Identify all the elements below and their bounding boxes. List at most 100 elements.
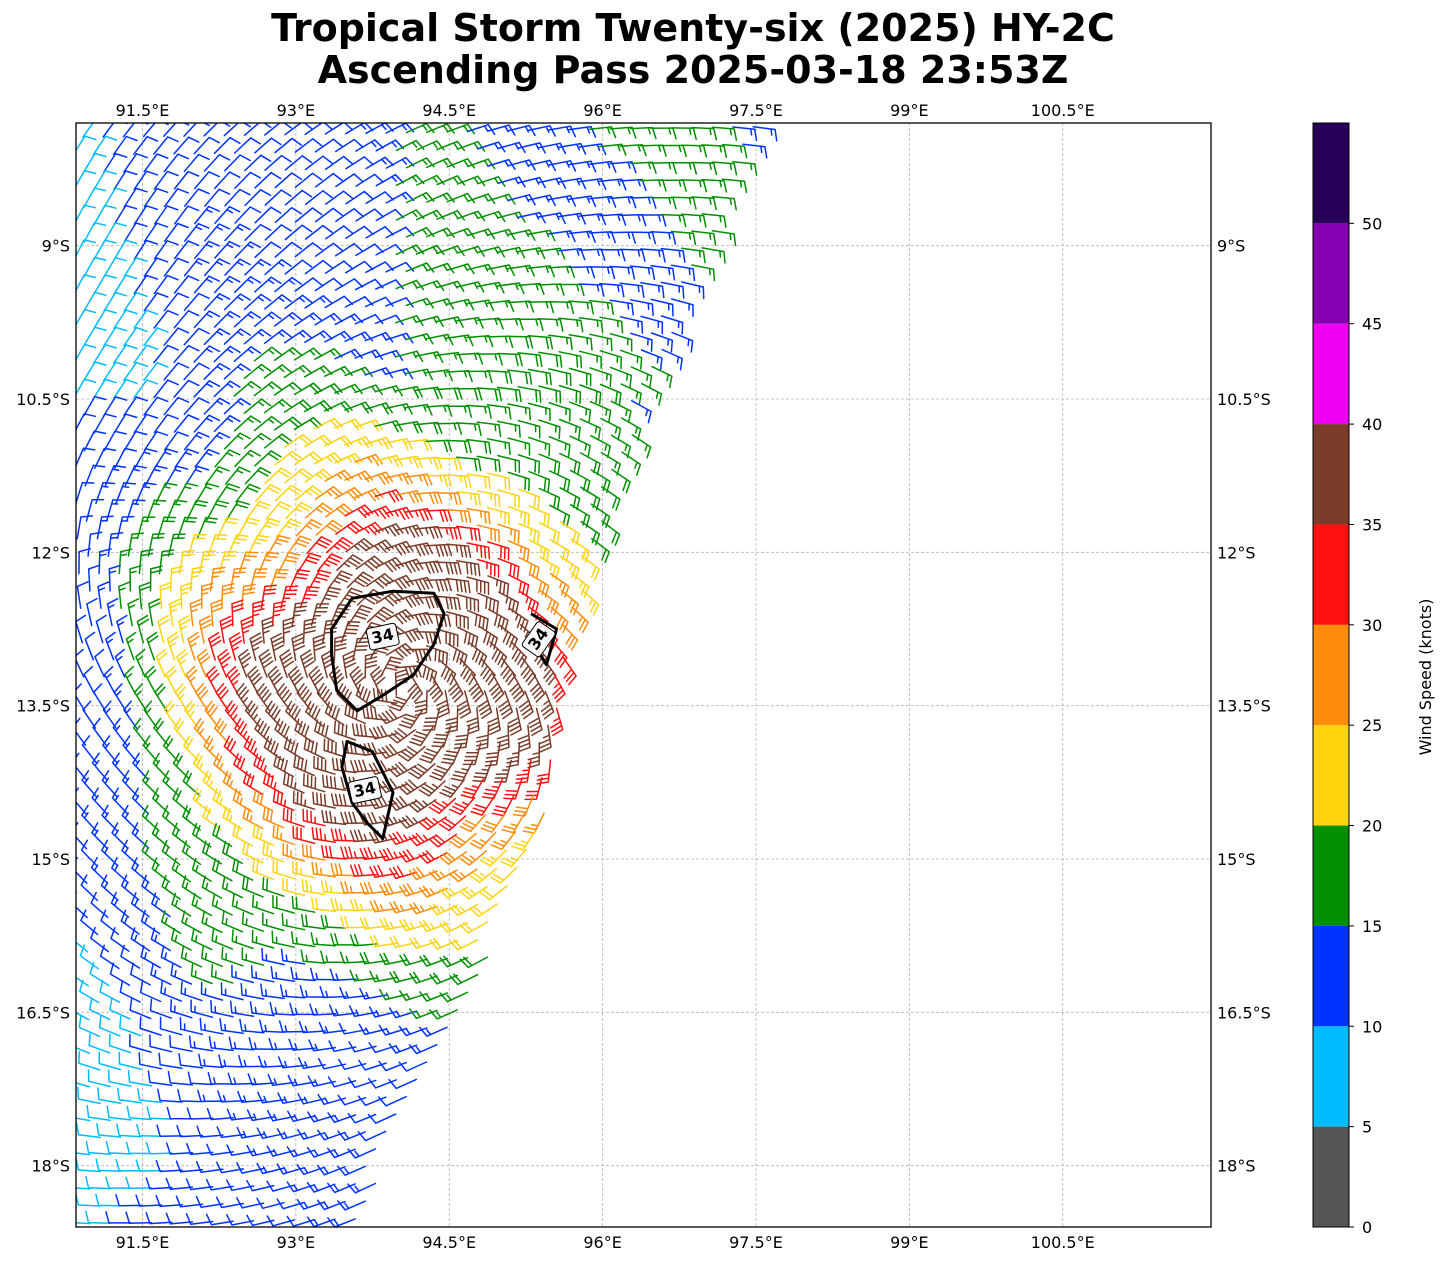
- wind-barb: [301, 843, 326, 861]
- wind-barb: [346, 571, 374, 589]
- wind-barb: [140, 909, 161, 935]
- wind-barb: [304, 295, 333, 309]
- lon-label-bottom: 100.5°E: [1031, 1233, 1095, 1252]
- colorbar-tick-label: 25: [1362, 716, 1382, 735]
- wind-barb: [476, 281, 505, 294]
- wind-barb: [170, 927, 192, 951]
- wind-barb: [153, 205, 179, 225]
- wind-barb: [85, 1140, 112, 1155]
- wind-barb: [340, 846, 367, 859]
- wind-barb: [83, 187, 107, 208]
- wind-barb: [388, 1043, 418, 1054]
- wind-barb: [222, 770, 243, 796]
- wind-barb: [98, 1051, 122, 1071]
- wind-barb: [579, 452, 601, 476]
- wind-barb: [203, 153, 231, 172]
- wind-barb: [123, 257, 148, 278]
- wind-barb: [272, 859, 295, 880]
- wind-barb: [384, 506, 414, 521]
- wind-barb: [182, 805, 201, 831]
- wind-barb: [375, 208, 405, 222]
- wind-barb: [578, 350, 602, 369]
- wind-barb: [187, 533, 207, 557]
- wind-barb: [88, 1033, 111, 1054]
- wind-barb: [641, 382, 663, 406]
- wind-barb: [354, 521, 384, 536]
- wind-barb: [670, 298, 694, 317]
- wind-barb: [125, 1211, 153, 1224]
- wind-barb: [591, 537, 611, 564]
- wind-barb: [426, 192, 455, 203]
- wind-barb: [116, 1123, 142, 1138]
- wind-barb: [292, 790, 316, 810]
- wind-barb: [78, 1015, 101, 1038]
- wind-barb: [721, 178, 748, 194]
- wind-barb: [274, 450, 303, 466]
- wind-barb: [240, 615, 254, 644]
- wind-barb: [184, 465, 210, 486]
- wind-barb: [466, 507, 491, 525]
- contour-label: 34: [352, 778, 378, 801]
- wind-barb: [129, 565, 142, 592]
- wind-barb: [121, 839, 140, 867]
- wind-barb: [235, 683, 250, 712]
- wind-barb: [455, 456, 482, 472]
- colorbar-frame: [1312, 122, 1350, 1228]
- wind-barb: [517, 385, 542, 403]
- wind-barb: [163, 362, 190, 381]
- wind-barb: [405, 123, 435, 134]
- wind-barb: [660, 281, 685, 299]
- wind-barb: [185, 665, 198, 695]
- wind-barb: [462, 742, 482, 766]
- wind-barb: [220, 982, 244, 1001]
- wind-barb: [425, 474, 453, 488]
- wind-barb: [213, 275, 241, 294]
- wind-barb: [315, 519, 343, 536]
- wind-barb: [173, 275, 200, 294]
- wind-barb: [517, 419, 541, 439]
- wind-barb: [599, 248, 626, 262]
- wind-barb: [711, 195, 737, 211]
- wind-barb: [510, 640, 528, 668]
- wind-barb: [122, 735, 138, 763]
- wind-barb: [316, 1164, 346, 1176]
- wind-barb: [272, 895, 295, 914]
- wind-barb: [223, 328, 251, 345]
- wind-barb: [459, 658, 476, 686]
- colorbar-bin: [1313, 223, 1349, 324]
- wind-barb: [274, 276, 303, 293]
- wind-barb: [560, 589, 580, 616]
- wind-barb: [330, 793, 357, 808]
- wind-barb: [670, 264, 696, 282]
- wind-barb: [284, 155, 313, 171]
- wind-barb: [435, 689, 450, 719]
- wind-barb: [124, 464, 147, 487]
- wind-barb: [364, 471, 394, 485]
- colorbar-bin: [1313, 1126, 1349, 1227]
- wind-barb: [162, 770, 180, 797]
- wind-barb: [399, 918, 428, 932]
- wind-barb: [488, 673, 505, 703]
- wind-barb: [599, 282, 625, 298]
- wind-barb: [321, 619, 339, 644]
- wind-barb: [619, 282, 645, 298]
- wind-barb: [189, 566, 205, 592]
- wind-barb: [378, 743, 407, 759]
- wind-barb: [571, 606, 589, 634]
- wind-barb: [303, 737, 325, 760]
- wind-barb: [234, 449, 262, 467]
- wind-barb: [548, 436, 571, 458]
- wind-barb: [325, 536, 354, 554]
- wind-barb: [409, 971, 438, 984]
- wind-barb: [76, 614, 87, 644]
- wind-barb: [456, 593, 480, 613]
- wind-barb: [438, 851, 468, 865]
- wind-barb: [476, 141, 506, 153]
- wind-barb: [629, 161, 657, 174]
- wind-barb: [455, 491, 482, 507]
- wind-barb: [364, 296, 394, 308]
- wind-barb: [165, 665, 178, 695]
- wind-barb: [253, 753, 274, 778]
- wind-barb: [136, 1123, 163, 1138]
- wind-barb: [260, 584, 277, 609]
